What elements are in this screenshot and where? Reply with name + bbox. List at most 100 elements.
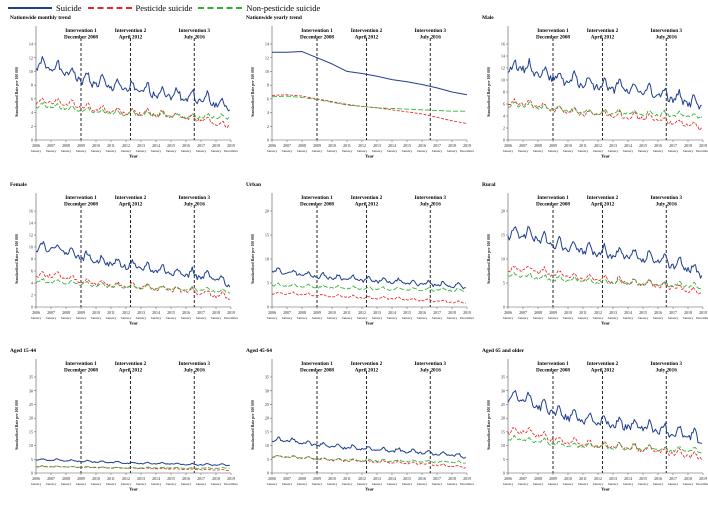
x-tick-year-label: 2014 (388, 477, 396, 481)
intervention-date: April 2012 (119, 202, 143, 208)
y-tick-label: 30 (265, 388, 269, 393)
y-tick-label: 25 (265, 402, 269, 407)
x-tick-year-label: 2019 (699, 311, 707, 315)
x-tick-year-label: 2006 (32, 311, 40, 315)
x-tick-year-label: 2013 (373, 144, 381, 148)
x-tick-month-label: January (653, 482, 664, 486)
series-line-suicide (35, 56, 231, 112)
x-tick-year-label: 2008 (62, 477, 70, 481)
legend-swatch-nonpesticide (198, 7, 243, 9)
y-tick-label: 14 (265, 42, 270, 47)
x-tick-year-label: 2006 (504, 477, 512, 481)
x-tick-year-label: 2009 (77, 477, 85, 481)
panel-title: Nationwide yearly trend (246, 15, 302, 21)
x-tick-month-label: January (447, 482, 458, 486)
x-tick-month-label: January (106, 149, 117, 153)
x-tick-month-label: January (578, 482, 589, 486)
x-tick-year-label: 2011 (579, 477, 587, 481)
x-tick-month-label: January (653, 316, 664, 320)
y-axis-label: Standardised Rate per 100 000 (15, 67, 19, 117)
y-tick-label: 4 (31, 281, 34, 286)
x-tick-month-label: December (696, 149, 708, 153)
x-axis-label: Year (601, 487, 610, 492)
x-tick-month-label: January (76, 149, 87, 153)
y-tick-label: 6 (503, 102, 505, 107)
intervention-date: April 2012 (591, 35, 615, 41)
x-tick-year-label: 2018 (212, 144, 220, 148)
x-tick-year-label: 2015 (167, 311, 175, 315)
x-tick-month-label: January (548, 316, 559, 320)
x-tick-year-label: 2018 (684, 477, 692, 481)
series-line-suicide (272, 51, 468, 96)
intervention-date: April 2012 (355, 35, 379, 41)
x-tick-year-label: 2007 (519, 311, 527, 315)
x-tick-year-label: 2010 (564, 311, 572, 315)
y-axis-label: Standardised Rate per 100 000 (251, 234, 255, 284)
y-tick-label: 5 (503, 281, 505, 286)
intervention-label: Intervention 3 (178, 361, 210, 367)
x-tick-year-label: 2007 (47, 477, 55, 481)
x-tick-year-label: 2007 (519, 477, 527, 481)
x-tick-year-label: 2014 (388, 311, 396, 315)
y-tick-label: 35 (29, 375, 33, 380)
x-tick-year-label: 2016 (418, 311, 426, 315)
intervention-date: April 2012 (119, 35, 143, 41)
y-axis-label: Standardised Rate per 100 000 (487, 400, 491, 450)
panel-title: Aged 45-64 (246, 348, 272, 354)
x-tick-month-label: January (297, 149, 308, 153)
x-tick-year-label: 2012 (122, 144, 130, 148)
y-tick-label: 0 (503, 138, 505, 143)
series-line-pesticide-suicide (507, 426, 703, 461)
chart-panel-8: Aged 45-64 0 5 10 15 20 25 30 35 Standardised Rat… (246, 348, 475, 492)
x-tick-month-label: January (136, 482, 147, 486)
x-tick-year-label: 2011 (579, 311, 587, 315)
x-tick-month-label: January (312, 482, 323, 486)
x-tick-year-label: 2011 (343, 144, 351, 148)
y-tick-label: 0 (503, 305, 505, 310)
x-tick-year-label: 2010 (328, 477, 336, 481)
x-tick-year-label: 2014 (624, 311, 632, 315)
x-tick-year-label: 2008 (298, 311, 306, 315)
x-tick-year-label: 2010 (92, 144, 100, 148)
intervention-label: Intervention 2 (587, 28, 619, 34)
intervention-date: July 2016 (656, 35, 678, 41)
x-tick-month-label: December (460, 149, 475, 153)
series-line-pesticide-suicide (507, 98, 703, 131)
panel-title: Nationwide monthly trend (10, 15, 71, 21)
y-tick-label: 8 (31, 83, 33, 88)
intervention-date: December 2008 (300, 368, 334, 374)
x-tick-month-label: January (578, 149, 589, 153)
x-tick-month-label: January (387, 482, 398, 486)
intervention-label: Intervention 2 (115, 195, 147, 201)
y-tick-label: 14 (29, 221, 34, 226)
x-tick-year-label: 2018 (684, 311, 692, 315)
x-tick-month-label: December (224, 316, 239, 320)
y-tick-label: 10 (29, 245, 33, 250)
y-axis-label: Standardised Rate per 100 000 (251, 67, 255, 117)
x-tick-month-label: January (121, 482, 132, 486)
x-tick-month-label: January (76, 316, 87, 320)
x-tick-month-label: January (533, 316, 544, 320)
intervention-date: December 2008 (300, 202, 334, 208)
y-tick-label: 20 (265, 416, 269, 421)
x-tick-month-label: January (668, 482, 679, 486)
x-tick-year-label: 2008 (534, 144, 542, 148)
x-tick-year-label: 2013 (609, 311, 617, 315)
x-tick-month-label: January (593, 149, 604, 153)
x-tick-month-label: January (518, 149, 529, 153)
y-tick-label: 15 (501, 233, 505, 238)
x-tick-month-label: January (327, 482, 338, 486)
x-tick-year-label: 2019 (463, 477, 471, 481)
x-tick-month-label: January (683, 149, 694, 153)
intervention-date: July 2016 (656, 202, 678, 208)
x-tick-year-label: 2019 (227, 144, 235, 148)
x-tick-year-label: 2012 (122, 311, 130, 315)
x-tick-year-label: 2019 (227, 311, 235, 315)
chart-panel-3: Male 0 2 4 6 8 10 12 14 16 Standardised Rate per 1… (482, 15, 708, 159)
y-tick-label: 10 (265, 257, 269, 262)
y-tick-label: 2 (31, 124, 33, 129)
chart-panel-1: Nationwide monthly trend 0 2 4 6 8 10 12 14 Stand… (10, 15, 239, 159)
x-tick-month-label: January (668, 149, 679, 153)
intervention-date: April 2012 (355, 202, 379, 208)
x-tick-year-label: 2015 (639, 311, 647, 315)
